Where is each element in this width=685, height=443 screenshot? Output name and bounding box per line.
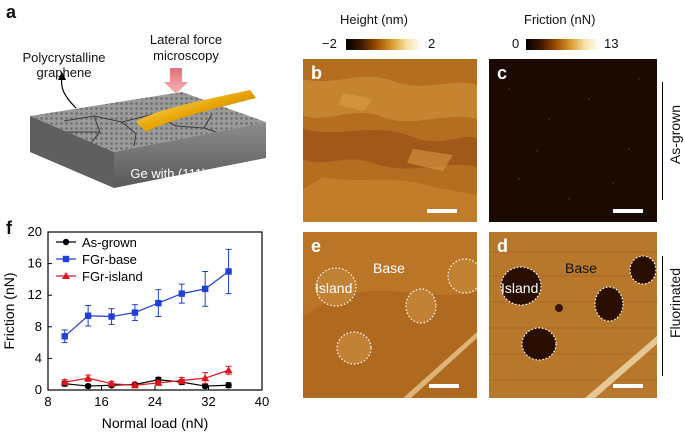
scalebar-c: [613, 209, 643, 213]
friction-colorbar-max: 13: [604, 36, 619, 51]
x-tick-label: 24: [148, 394, 162, 409]
legend-marker: [62, 238, 70, 246]
data-point: [107, 379, 116, 387]
label-graphene-line2: graphene: [36, 65, 92, 80]
cantilever-arrow-icon: [136, 90, 256, 132]
friction-colorbar: [526, 39, 600, 50]
height-colorbar-min: −2: [322, 36, 337, 51]
panel-letter-b: b: [311, 63, 322, 83]
x-axis-label: Normal load (nN): [102, 415, 209, 431]
series-line: [64, 369, 229, 386]
y-tick-label: 20: [28, 224, 42, 239]
laser-beam-icon: [164, 68, 188, 94]
substrate-front-face: [114, 122, 266, 188]
substrate-label: Ge with (111) crystal plane: [130, 166, 248, 196]
x-tick-label: 40: [255, 394, 269, 409]
region-label-e-base: Base: [373, 260, 405, 276]
scalebar-d: [613, 384, 643, 388]
friction-colorbar-min: 0: [512, 36, 520, 51]
friction-chart: 8 16 24 32 40 0 4 8 12 16 20 Normal load (nN) Fricti…: [0, 222, 290, 438]
y-tick-label: 12: [28, 287, 42, 302]
data-point: [224, 366, 233, 374]
label-lfm-line1: Lateral force: [149, 32, 223, 47]
afm-panel-c: c: [489, 59, 657, 222]
panel-letter-d: d: [497, 236, 508, 256]
panel-letter-a: a: [6, 2, 17, 22]
data-point: [201, 382, 209, 390]
height-colorbar: [346, 39, 422, 50]
data-point: [154, 378, 163, 386]
height-colorbar-max: 2: [428, 36, 436, 51]
y-tick-label: 16: [28, 256, 42, 271]
friction-colorbar-title: Friction (nN): [524, 12, 596, 27]
data-point: [61, 333, 68, 340]
friction-chart-svg: 8 16 24 32 40 0 4 8 12 16 20 Normal load (nN) Fricti…: [1, 224, 269, 431]
data-point: [131, 309, 139, 316]
data-point: [60, 378, 69, 386]
y-tick-label: 4: [35, 350, 42, 365]
afm-panel-e: e Island Base: [303, 232, 477, 398]
data-point: [84, 374, 93, 382]
legend-marker: [62, 255, 70, 263]
region-label-d-base: Base: [565, 260, 597, 276]
data-point: [201, 374, 210, 382]
region-label-e-island: Island: [315, 280, 353, 296]
series-line: [64, 271, 229, 337]
x-tick-label: 32: [201, 394, 215, 409]
height-colorbar-title: Height (nm): [340, 12, 408, 27]
data-point: [225, 268, 232, 275]
y-tick-label: 8: [35, 319, 42, 334]
data-point: [84, 382, 92, 390]
schematic-svg: [30, 68, 266, 188]
fluorinated-friction-texture: [489, 232, 657, 398]
series-line: [64, 379, 229, 387]
legend-label: FGr-island: [82, 269, 143, 284]
data-point: [130, 381, 139, 389]
label-graphene-line1: Polycrystalline: [22, 50, 106, 65]
label-lfm-line2: microscopy: [153, 48, 219, 63]
panel-letter-e: e: [311, 236, 322, 256]
substrate-left-face: [30, 116, 114, 188]
panel-letter-f: f: [6, 218, 12, 238]
label-polycrystalline-graphene: Polycrystalline graphene: [14, 50, 114, 80]
fluorinated-bracket-line: [662, 256, 663, 376]
row-label-as-grown: As-grown: [667, 105, 683, 165]
data-point: [84, 312, 92, 319]
afm-panel-b: b: [303, 59, 477, 222]
pointer-arrow-icon: [60, 75, 77, 109]
scalebar-b: [427, 209, 457, 213]
legend-label: As-grown: [82, 235, 137, 250]
data-point: [177, 376, 186, 384]
row-label-fluorinated: Fluorinated: [667, 268, 683, 339]
fluorinated-height-texture: [303, 232, 477, 398]
y-tick-label: 0: [35, 382, 42, 397]
y-axis-label: Friction (nN): [1, 272, 17, 349]
scalebar-e: [429, 384, 459, 388]
x-tick-label: 16: [94, 394, 108, 409]
data-point: [225, 382, 232, 389]
x-tick-label: 8: [44, 394, 51, 409]
panel-letter-c: c: [497, 63, 508, 83]
data-point: [108, 313, 115, 320]
schematic-graphic: [4, 36, 276, 194]
legend-marker: [62, 272, 70, 279]
data-point: [178, 290, 185, 297]
friction-texture: [489, 59, 657, 222]
data-point: [201, 285, 209, 293]
data-point: [155, 299, 162, 307]
region-label-d-island: Island: [501, 280, 539, 296]
legend-label: FGr-base: [82, 252, 137, 267]
as-grown-bracket-line: [662, 82, 663, 200]
label-lateral-force-microscopy: Lateral force microscopy: [136, 32, 236, 64]
terrace-texture: [303, 59, 477, 222]
afm-panel-d: d Island Base: [489, 232, 657, 398]
